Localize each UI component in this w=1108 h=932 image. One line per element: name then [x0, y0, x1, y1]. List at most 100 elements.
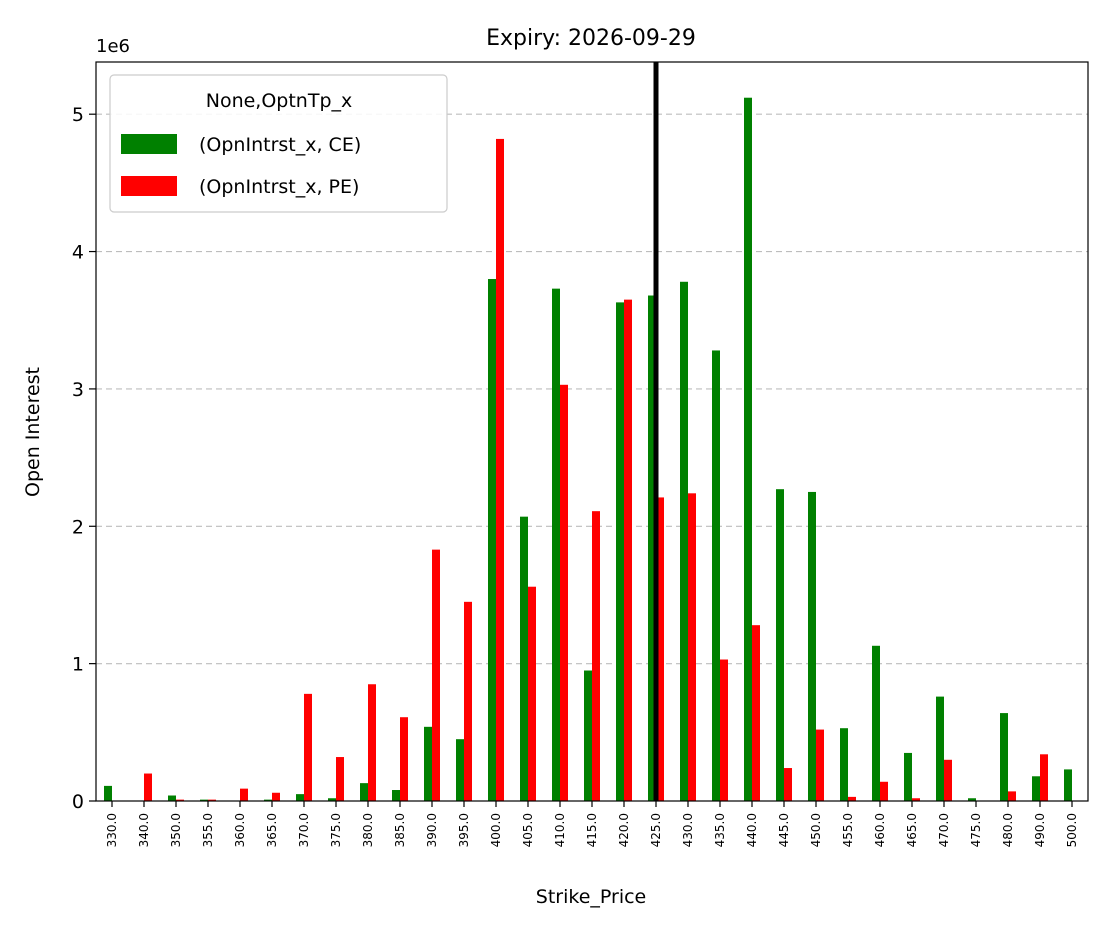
- bar-pe: [784, 768, 792, 801]
- bar-pe: [336, 757, 344, 801]
- bar-pe: [496, 138, 504, 801]
- y-tick-label: 4: [72, 242, 84, 264]
- bar-pe: [304, 693, 312, 801]
- x-tick-label: 430.0: [681, 813, 695, 847]
- bar-ce: [1032, 776, 1040, 801]
- bar-ce: [936, 696, 944, 801]
- bar-ce: [104, 785, 112, 801]
- x-tick-label: 360.0: [233, 813, 247, 847]
- x-tick-label: 385.0: [393, 813, 407, 847]
- bar-ce: [200, 799, 208, 801]
- x-tick-label: 400.0: [489, 813, 503, 847]
- bar-ce: [264, 799, 272, 801]
- bar-ce: [776, 489, 784, 801]
- bar-pe: [528, 586, 536, 801]
- bar-pe: [688, 493, 696, 801]
- bar-ce: [296, 794, 304, 801]
- bar-ce: [360, 783, 368, 801]
- bar-pe: [240, 788, 248, 801]
- legend-label-ce: (OpnIntrst_x, CE): [199, 134, 361, 156]
- y-tick-label: 1: [72, 654, 84, 676]
- bar-ce: [808, 491, 816, 801]
- bar-pe: [1040, 754, 1048, 801]
- bar-pe: [656, 497, 664, 801]
- bar-pe: [368, 684, 376, 801]
- legend-label-pe: (OpnIntrst_x, PE): [199, 176, 359, 198]
- x-tick-label: 340.0: [137, 813, 151, 847]
- bar-ce: [968, 798, 976, 801]
- bar-ce: [840, 728, 848, 801]
- bar-pe: [816, 729, 824, 801]
- bar-ce: [904, 752, 912, 801]
- bar-pe: [208, 799, 216, 801]
- bar-ce: [328, 798, 336, 801]
- x-tick-label: 460.0: [873, 813, 887, 847]
- bar-ce: [456, 739, 464, 801]
- x-tick-label: 435.0: [713, 813, 727, 847]
- bar-pe: [176, 799, 184, 801]
- bar-pe: [432, 549, 440, 801]
- bar-ce: [168, 795, 176, 801]
- bar-ce: [520, 516, 528, 801]
- x-tick-label: 465.0: [905, 813, 919, 847]
- bar-ce: [616, 302, 624, 801]
- bar-ce: [744, 97, 752, 802]
- y-axis-offset-label: 1e6: [96, 36, 130, 57]
- x-tick-label: 410.0: [553, 813, 567, 847]
- bar-pe: [464, 601, 472, 801]
- legend-swatch-pe: [121, 176, 177, 196]
- x-tick-label: 390.0: [425, 813, 439, 847]
- bar-ce: [712, 350, 720, 801]
- x-tick-label: 500.0: [1065, 813, 1079, 847]
- legend-swatch-ce: [121, 134, 177, 154]
- legend: None,OptnTp_x (OpnIntrst_x, CE) (OpnIntr…: [109, 74, 448, 213]
- x-tick-label: 470.0: [937, 813, 951, 847]
- bar-ce: [488, 279, 496, 801]
- x-tick-label: 480.0: [1001, 813, 1015, 847]
- bar-ce: [1000, 713, 1008, 801]
- bar-pe: [752, 625, 760, 801]
- bar-pe: [624, 299, 632, 801]
- bar-ce: [552, 288, 560, 801]
- bar-pe: [592, 511, 600, 801]
- x-tick-label: 445.0: [777, 813, 791, 847]
- x-tick-label: 355.0: [201, 813, 215, 847]
- y-tick-label: 0: [72, 791, 84, 813]
- bar-ce: [648, 295, 656, 801]
- x-tick-label: 475.0: [969, 813, 983, 847]
- x-tick-label: 375.0: [329, 813, 343, 847]
- bar-pe: [720, 659, 728, 801]
- x-tick-label: 490.0: [1033, 813, 1047, 847]
- bars: [104, 97, 1072, 802]
- y-tick-label: 2: [72, 516, 84, 538]
- x-tick-label: 405.0: [521, 813, 535, 847]
- x-tick-label: 350.0: [169, 813, 183, 847]
- x-tick-label: 370.0: [297, 813, 311, 847]
- y-axis-ticks: 0 1 2 3 4 5: [72, 104, 96, 813]
- x-tick-label: 380.0: [361, 813, 375, 847]
- bar-ce: [392, 790, 400, 801]
- bar-pe: [880, 781, 888, 801]
- x-axis-label: Strike_Price: [536, 886, 646, 908]
- x-tick-label: 330.0: [105, 813, 119, 847]
- x-tick-label: 365.0: [265, 813, 279, 847]
- bar-pe: [848, 796, 856, 801]
- bar-pe: [912, 798, 920, 801]
- bar-pe: [560, 384, 568, 801]
- x-tick-label: 415.0: [585, 813, 599, 847]
- bar-pe: [272, 792, 280, 801]
- bar-ce: [680, 281, 688, 801]
- x-tick-label: 425.0: [649, 813, 663, 847]
- x-tick-label: 450.0: [809, 813, 823, 847]
- bar-pe: [944, 759, 952, 801]
- y-tick-label: 3: [72, 379, 84, 401]
- x-tick-label: 420.0: [617, 813, 631, 847]
- x-axis-ticks: 330.0 340.0 350.0 355.0 360.0 365.0 370.0 375.0…: [105, 801, 1079, 847]
- legend-title: None,OptnTp_x: [206, 90, 353, 112]
- bar-ce: [872, 645, 880, 801]
- bar-ce: [584, 670, 592, 801]
- legend-box: [109, 74, 448, 213]
- x-tick-label: 395.0: [457, 813, 471, 847]
